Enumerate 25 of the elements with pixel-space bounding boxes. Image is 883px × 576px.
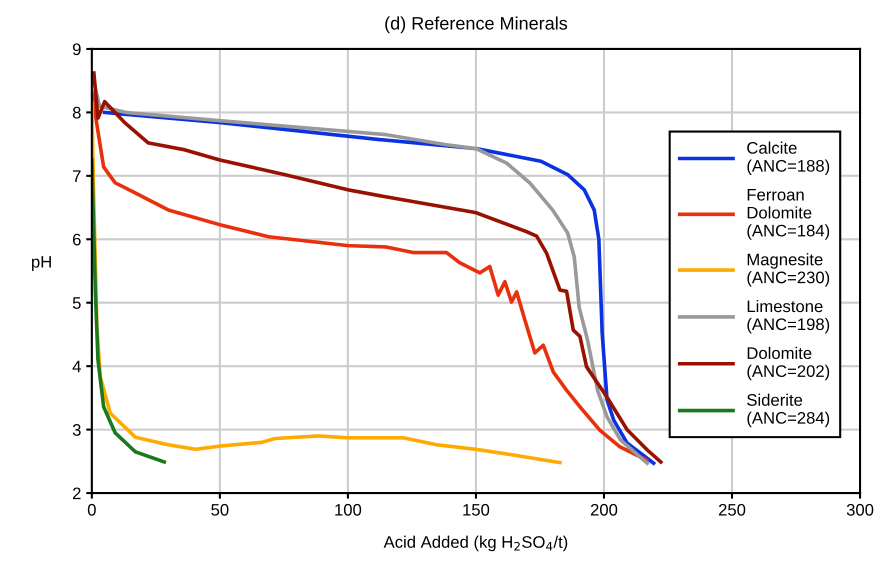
x-tick-label: 0	[88, 504, 96, 516]
x-axis-title: Acid Added (kg H$_{2}$SO$_{4}$/t)	[384, 536, 568, 552]
y-tick-label: 6	[72, 234, 81, 246]
x-tick-label: 300	[846, 504, 874, 516]
line-series	[92, 158, 166, 464]
y-axis-title: pH	[32, 256, 51, 272]
chart-title: (d) Reference Minerals	[385, 16, 568, 34]
x-tick-label: 100	[335, 504, 362, 516]
x-tick-label: 150	[463, 504, 490, 516]
x-tick-label: 250	[718, 504, 746, 516]
legend-label: Calcite (ANC=188)	[747, 142, 830, 176]
y-tick-label: 5	[72, 297, 81, 309]
x-tick-label: 50	[211, 504, 228, 516]
y-tick-label: 9	[72, 43, 81, 56]
y-tick-label: 2	[72, 487, 81, 500]
y-tick-label: 8	[72, 106, 81, 119]
x-tick-label: 200	[590, 504, 618, 516]
y-tick-label: 3	[72, 424, 81, 436]
legend-label: Ferroan Dolomite (ANC=184)	[747, 188, 830, 240]
legend-label: Magnesite (ANC=230)	[747, 253, 830, 287]
legend-label: Limestone (ANC=198)	[747, 300, 830, 334]
legend-label: Siderite (ANC=284)	[747, 394, 830, 428]
y-tick-label: 4	[72, 360, 81, 372]
legend-label: Dolomite (ANC=202)	[747, 346, 830, 380]
y-tick-label: 7	[73, 170, 81, 182]
